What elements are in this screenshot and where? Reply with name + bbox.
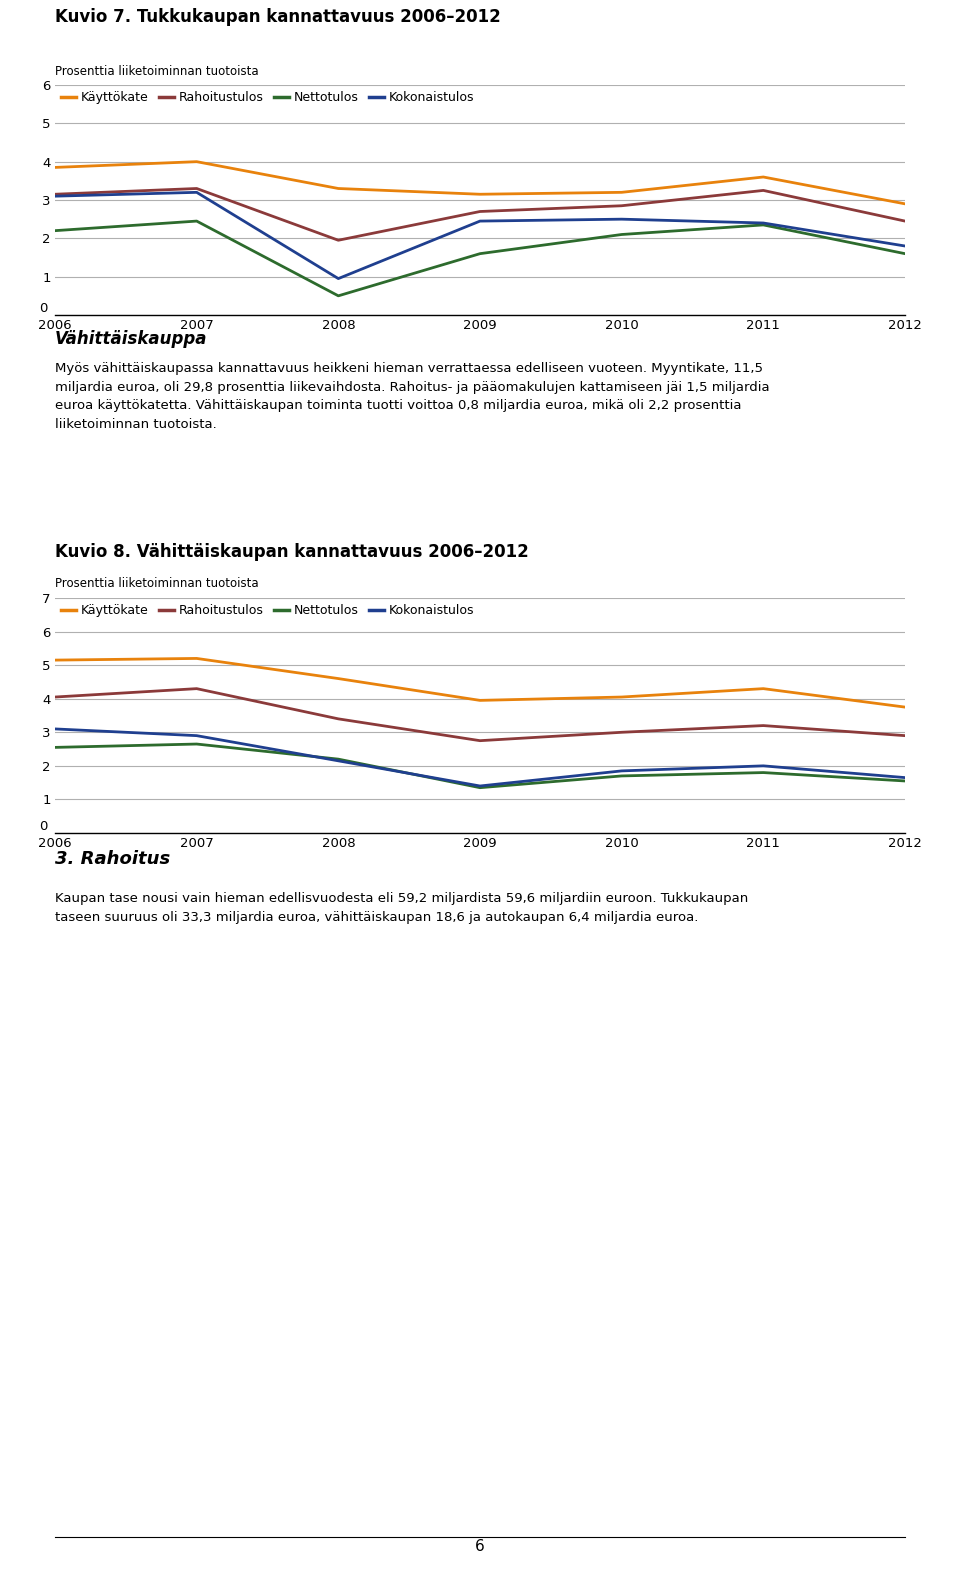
Text: Kaupan tase nousi vain hieman edellisvuodesta eli 59,2 miljardista 59,6 miljardi: Kaupan tase nousi vain hieman edellisvuo… xyxy=(55,891,748,923)
Text: 6: 6 xyxy=(475,1539,485,1555)
Text: Kuvio 8. Vähittäiskaupan kannattavuus 2006–2012: Kuvio 8. Vähittäiskaupan kannattavuus 20… xyxy=(55,542,529,561)
Legend: Käyttökate, Rahoitustulos, Nettotulos, Kokonaistulos: Käyttökate, Rahoitustulos, Nettotulos, K… xyxy=(61,604,474,618)
Legend: Käyttökate, Rahoitustulos, Nettotulos, Kokonaistulos: Käyttökate, Rahoitustulos, Nettotulos, K… xyxy=(61,91,474,104)
Text: Kuvio 7. Tukkukaupan kannattavuus 2006–2012: Kuvio 7. Tukkukaupan kannattavuus 2006–2… xyxy=(55,8,501,27)
Text: 0: 0 xyxy=(38,821,47,833)
Text: 0: 0 xyxy=(38,302,47,314)
Text: Prosenttia liiketoiminnan tuotoista: Prosenttia liiketoiminnan tuotoista xyxy=(55,64,258,79)
Text: Myös vähittäiskaupassa kannattavuus heikkeni hieman verrattaessa edelliseen vuot: Myös vähittäiskaupassa kannattavuus heik… xyxy=(55,362,770,431)
Text: Prosenttia liiketoiminnan tuotoista: Prosenttia liiketoiminnan tuotoista xyxy=(55,577,258,590)
Text: 3. Rahoitus: 3. Rahoitus xyxy=(55,850,170,868)
Text: Vähittäiskauppa: Vähittäiskauppa xyxy=(55,330,207,347)
